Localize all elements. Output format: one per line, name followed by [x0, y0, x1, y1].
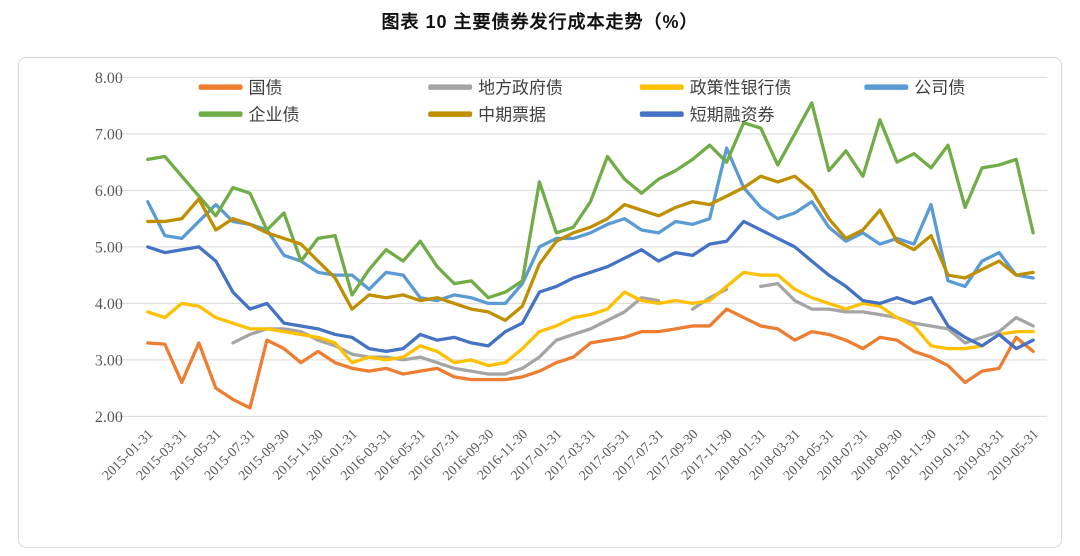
chart-panel: 2.00 3.00 4.00 5.00 6.00 7.00 8.00 2015-01-31 20… [18, 57, 1062, 548]
series-line-1 [146, 307, 1035, 410]
legend-swatch [428, 84, 473, 90]
y-tick-label: 5.00 [95, 239, 123, 256]
chart-title: 图表 10 主要债券发行成本走势（%） [381, 12, 699, 32]
y-tick-label: 4.00 [95, 296, 123, 313]
legend-label: 短期融资券 [690, 105, 775, 124]
y-tick-label: 6.00 [95, 183, 123, 200]
gridlines [115, 76, 1048, 417]
y-tick-label: 3.00 [95, 352, 123, 369]
legend-label: 企业债 [249, 105, 300, 124]
x-axis-tick-labels: 2015-01-312015-03-312015-05-312015-07-31… [100, 427, 1042, 484]
legend-swatch [864, 84, 909, 90]
series-line-3 [146, 270, 1035, 368]
y-tick-label: 7.00 [95, 126, 123, 143]
series-line-7 [146, 219, 1035, 354]
series-line-5 [146, 101, 1035, 300]
series-line-6 [146, 174, 1035, 323]
legend-swatch [198, 84, 243, 90]
legend-label: 公司债 [914, 78, 965, 97]
y-axis-tick-labels: 2.00 3.00 4.00 5.00 6.00 7.00 8.00 [95, 70, 123, 426]
legend-swatch [639, 111, 684, 117]
line-chart: 2.00 3.00 4.00 5.00 6.00 7.00 8.00 2015-01-3120… [95, 70, 1048, 484]
legend-label: 地方政府债 [478, 78, 563, 97]
legend-label: 中期票据 [478, 105, 546, 124]
legend-swatch [198, 111, 243, 117]
legend-label: 国债 [249, 78, 283, 97]
y-tick-label: 8.00 [95, 70, 123, 87]
legend-swatch [428, 111, 473, 117]
legend-label: 政策性银行债 [690, 78, 792, 97]
series-line-4 [146, 146, 1035, 306]
legend-swatch [639, 84, 684, 90]
y-tick-label: 2.00 [95, 409, 123, 426]
